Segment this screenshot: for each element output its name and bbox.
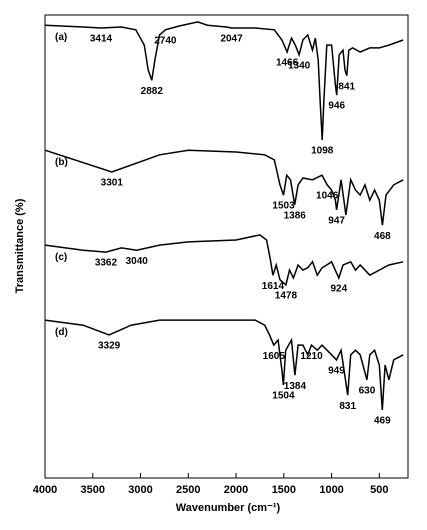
peak-label: 3362 (95, 258, 118, 269)
peak-label: 469 (374, 416, 391, 427)
peak-label: 1503 (272, 201, 295, 212)
peak-label: 1386 (284, 210, 307, 221)
peak-label: 946 (328, 101, 345, 112)
peak-label: 949 (328, 366, 345, 377)
spectrum-line (44, 319, 404, 410)
plot-frame (44, 14, 409, 479)
peak-label: 2882 (141, 86, 164, 97)
spectrum-line (44, 149, 404, 226)
x-tick-label: 3500 (81, 484, 105, 496)
x-tick-label: 1500 (272, 484, 296, 496)
peak-label: 1504 (272, 391, 295, 402)
spectrum-line (44, 21, 404, 141)
series-label: (b) (55, 157, 68, 168)
peak-label: 2047 (220, 34, 243, 45)
peak-label: 1466 (276, 58, 299, 69)
x-tick-label: 3000 (128, 484, 152, 496)
x-tick-label: 4000 (33, 484, 57, 496)
peak-label: 841 (338, 81, 355, 92)
peak-label: 831 (339, 401, 356, 412)
series-label: (c) (55, 252, 67, 263)
x-tick-label: 2000 (224, 484, 248, 496)
peak-label: 1384 (284, 381, 307, 392)
peak-label: 1046 (316, 191, 339, 202)
series-label: (d) (55, 327, 68, 338)
peak-label: 1605 (263, 351, 286, 362)
peak-label: 630 (359, 385, 376, 396)
peak-label: 1340 (288, 60, 311, 71)
peak-label: 3329 (98, 341, 121, 352)
y-axis-label: Transmittance (%) (14, 198, 26, 293)
x-tick-label: 1000 (319, 484, 343, 496)
peak-label: 3414 (90, 34, 113, 45)
spectrum-line (44, 234, 404, 287)
x-tick-label: 500 (370, 484, 388, 496)
peak-label: 1210 (300, 351, 323, 362)
series-label: (a) (55, 32, 67, 43)
peak-label: 468 (374, 231, 391, 242)
x-tick-label: 2500 (176, 484, 200, 496)
peak-label: 2740 (154, 35, 177, 46)
peak-label: 1614 (262, 281, 285, 292)
peak-label: 3040 (126, 256, 149, 267)
x-axis-label: Wavenumber (cm⁻¹) (176, 502, 281, 514)
peak-label: 1478 (275, 291, 298, 302)
peak-label: 3301 (101, 178, 124, 189)
peak-label: 947 (328, 216, 345, 227)
peak-label: 1098 (311, 146, 334, 157)
peak-label: 924 (330, 284, 347, 295)
